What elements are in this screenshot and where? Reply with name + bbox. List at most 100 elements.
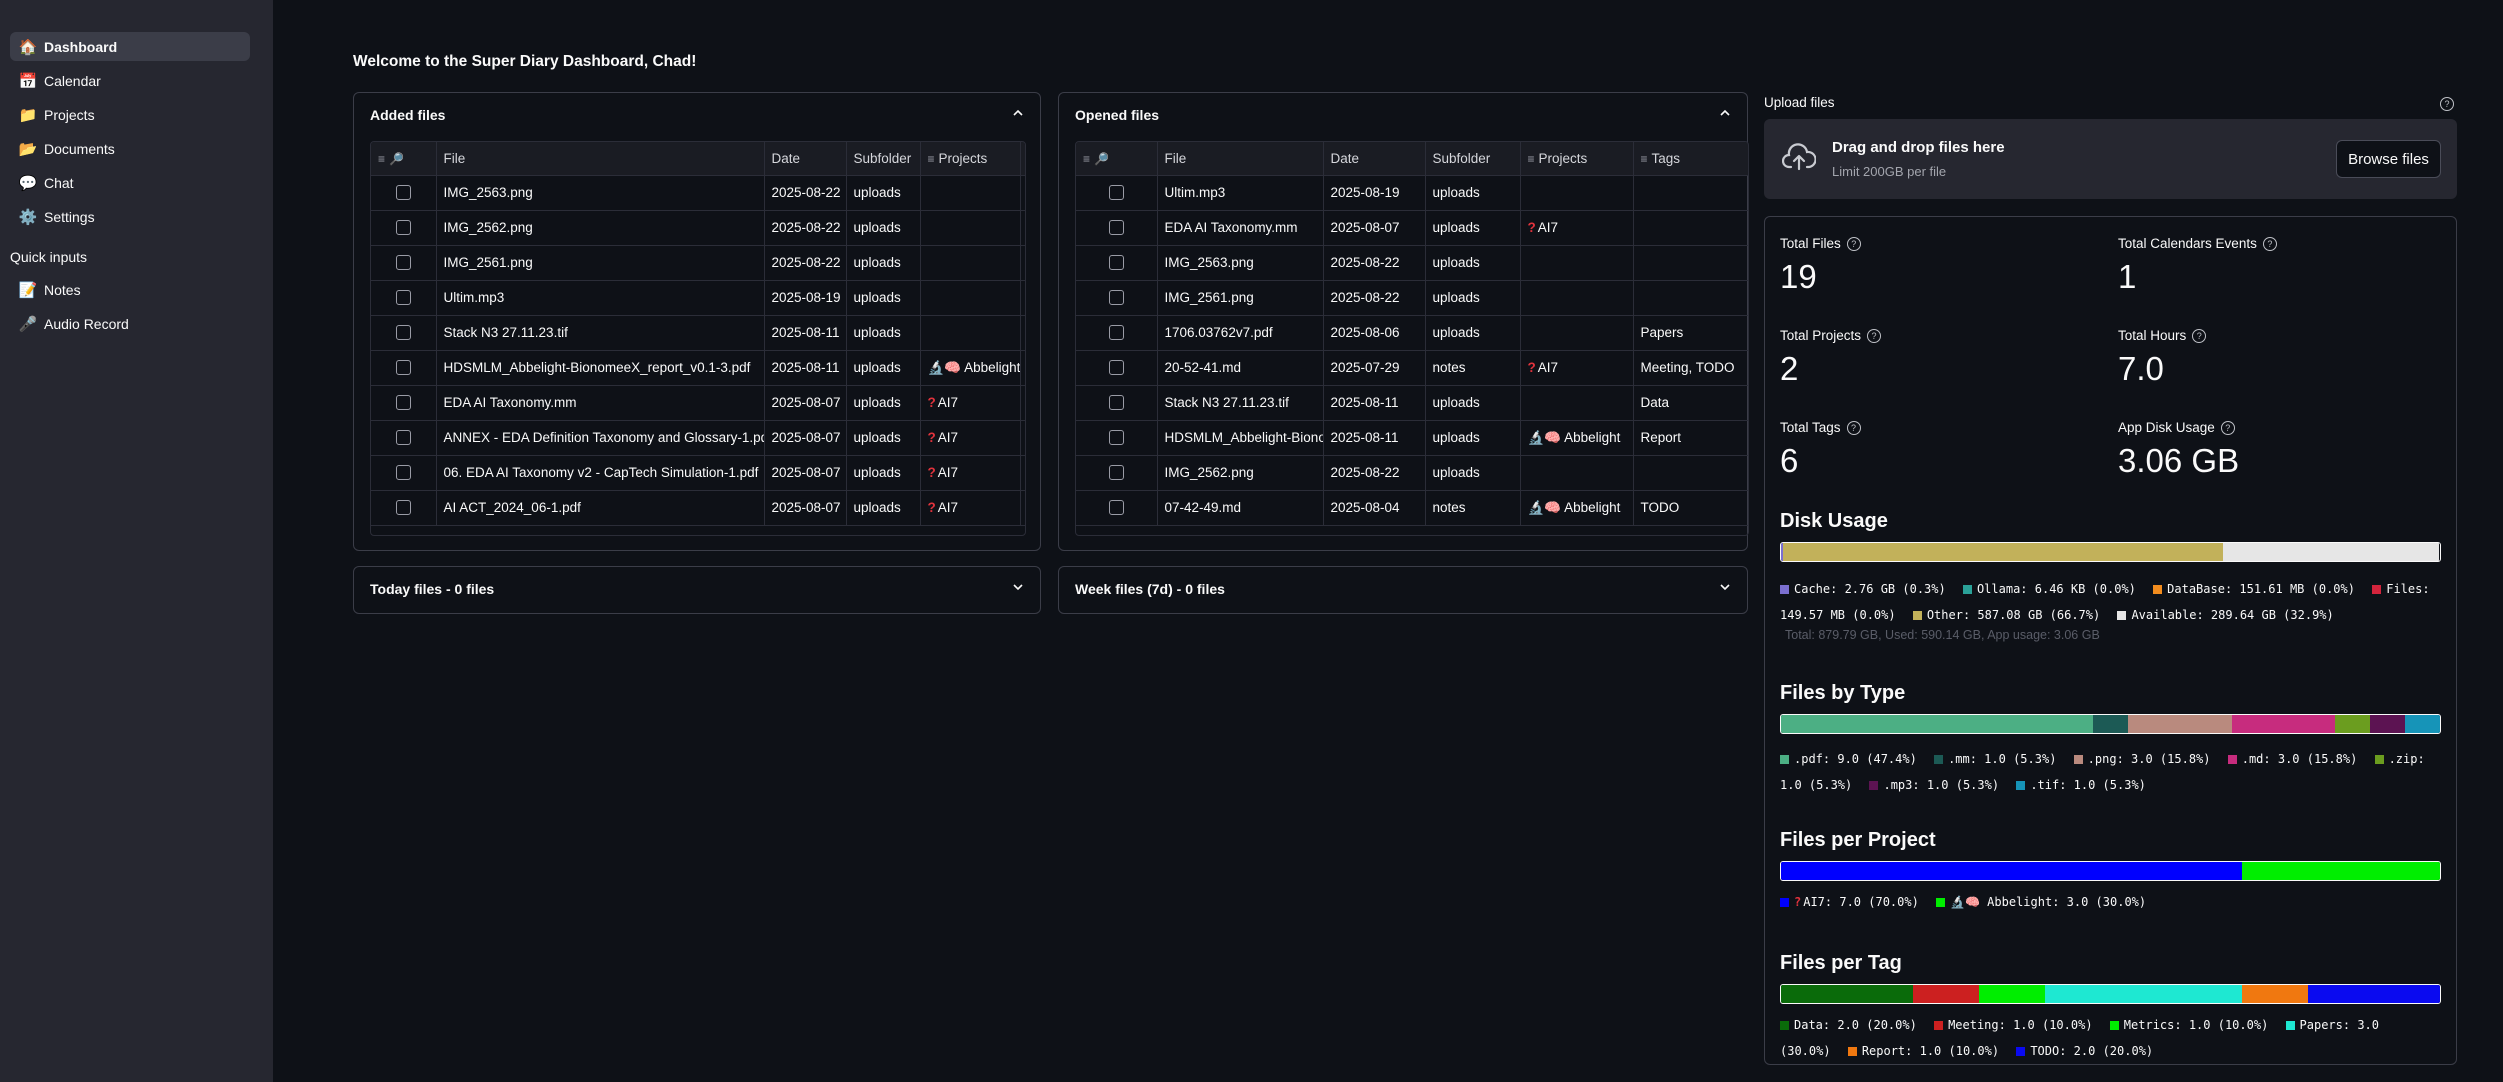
cell-file[interactable]: ANNEX - EDA Definition Taxonomy and Glos… bbox=[436, 420, 765, 456]
cell-date[interactable]: 2025-08-11 bbox=[764, 350, 847, 386]
row-checkbox[interactable] bbox=[1108, 325, 1124, 340]
cell-date[interactable]: 2025-08-22 bbox=[764, 175, 847, 211]
cell-file[interactable]: Ultim.mp3 bbox=[1157, 175, 1324, 211]
column-header-file[interactable]: File bbox=[436, 142, 765, 176]
row-select-cell[interactable] bbox=[371, 350, 437, 386]
column-header-projects[interactable]: ≡ Projects bbox=[1520, 142, 1634, 176]
cell-file[interactable]: 06. EDA AI Taxonomy v2 - CapTech Simulat… bbox=[436, 455, 765, 491]
cell-subfolder[interactable]: uploads bbox=[846, 315, 921, 351]
cell-tags[interactable]: TODO bbox=[1633, 490, 1748, 526]
cell-tags[interactable]: Meeting, TODO bbox=[1633, 350, 1748, 386]
cell-subfolder[interactable]: uploads bbox=[846, 350, 921, 386]
cell-file[interactable]: IMG_2563.png bbox=[436, 175, 765, 211]
cell-tags[interactable]: Papers bbox=[1633, 315, 1748, 351]
table-row[interactable]: IMG_2562.png 2025-08-22 uploads bbox=[1076, 455, 1748, 491]
cell-subfolder[interactable]: uploads bbox=[846, 385, 921, 421]
column-header-subfolder[interactable]: Subfolder bbox=[846, 142, 921, 176]
cell-file[interactable]: HDSMLM_Abbelight-BionomeeX_report_v0.1-3… bbox=[436, 350, 765, 386]
row-select-cell[interactable] bbox=[371, 210, 437, 246]
cell-date[interactable]: 2025-08-07 bbox=[764, 455, 847, 491]
cell-file[interactable]: IMG_2562.png bbox=[1157, 455, 1324, 491]
cell-projects[interactable] bbox=[1520, 175, 1634, 211]
column-header-tags[interactable]: ≡ Tags bbox=[1633, 142, 1748, 176]
column-menu-icon[interactable]: ≡ bbox=[378, 151, 386, 166]
row-checkbox[interactable] bbox=[1108, 220, 1124, 235]
table-row[interactable]: 07-42-49.md 2025-08-04 notes 🔬🧠 Abbelight TO… bbox=[1076, 490, 1748, 526]
cell-file[interactable]: Stack N3 27.11.23.tif bbox=[1157, 385, 1324, 421]
select-column-header[interactable]: ≡ 🔎 bbox=[371, 142, 437, 176]
help-icon[interactable]: ? bbox=[2220, 421, 2235, 436]
cell-projects[interactable]: ? AI7 bbox=[1520, 210, 1634, 246]
cell-file[interactable]: IMG_2561.png bbox=[436, 245, 765, 281]
cell-file[interactable]: Ultim.mp3 bbox=[436, 280, 765, 316]
week-files-panel[interactable]: Week files (7d) - 0 files bbox=[1058, 566, 1748, 614]
cell-date[interactable]: 2025-08-07 bbox=[764, 420, 847, 456]
cell-date[interactable]: 2025-08-06 bbox=[1323, 315, 1426, 351]
cell-subfolder[interactable]: uploads bbox=[1425, 210, 1521, 246]
cell-date[interactable]: 2025-08-07 bbox=[1323, 210, 1426, 246]
row-checkbox[interactable] bbox=[395, 500, 411, 515]
cell-tags[interactable] bbox=[1633, 455, 1748, 491]
cell-subfolder[interactable]: uploads bbox=[1425, 280, 1521, 316]
table-row[interactable]: HDSMLM_Abbelight-BionomeeX_report_v0.1-3… bbox=[371, 350, 1025, 386]
row-select-cell[interactable] bbox=[371, 280, 437, 316]
row-checkbox[interactable] bbox=[395, 430, 411, 445]
cell-subfolder[interactable]: notes bbox=[1425, 490, 1521, 526]
table-row[interactable]: Ultim.mp3 2025-08-19 uploads bbox=[1076, 175, 1748, 211]
table-row[interactable]: 1706.03762v7.pdf 2025-08-06 uploads Papers bbox=[1076, 315, 1748, 351]
row-select-cell[interactable] bbox=[1076, 245, 1158, 281]
table-row[interactable]: 20-52-41.md 2025-07-29 notes? AI7 Meeting, T… bbox=[1076, 350, 1748, 386]
column-header-subfolder[interactable]: Subfolder bbox=[1425, 142, 1521, 176]
cell-subfolder[interactable]: uploads bbox=[1425, 385, 1521, 421]
cell-tags[interactable] bbox=[1633, 280, 1748, 316]
cell-date[interactable]: 2025-08-11 bbox=[1323, 420, 1426, 456]
row-select-cell[interactable] bbox=[1076, 490, 1158, 526]
cell-tags[interactable] bbox=[1633, 245, 1748, 281]
row-select-cell[interactable] bbox=[1076, 350, 1158, 386]
cell-date[interactable]: 2025-08-19 bbox=[764, 280, 847, 316]
table-row[interactable]: ANNEX - EDA Definition Taxonomy and Glos… bbox=[371, 420, 1025, 456]
cell-projects[interactable]: ? AI7 bbox=[920, 385, 1021, 421]
row-checkbox[interactable] bbox=[1108, 395, 1124, 410]
cell-projects[interactable] bbox=[920, 175, 1021, 211]
table-row[interactable]: IMG_2563.png 2025-08-22 uploads bbox=[371, 175, 1025, 211]
cell-subfolder[interactable]: uploads bbox=[1425, 245, 1521, 281]
cell-subfolder[interactable]: notes bbox=[1425, 350, 1521, 386]
cell-projects[interactable] bbox=[1520, 385, 1634, 421]
cell-date[interactable]: 2025-08-19 bbox=[1323, 175, 1426, 211]
today-files-panel[interactable]: Today files - 0 files bbox=[353, 566, 1041, 614]
row-checkbox[interactable] bbox=[395, 290, 411, 305]
cell-projects[interactable] bbox=[1520, 315, 1634, 351]
help-icon[interactable]: ? bbox=[2440, 95, 2454, 112]
cell-subfolder[interactable]: uploads bbox=[1425, 175, 1521, 211]
column-header-file[interactable]: File bbox=[1157, 142, 1324, 176]
cell-tags[interactable]: Report bbox=[1633, 420, 1748, 456]
column-header-date[interactable]: Date bbox=[764, 142, 847, 176]
column-header-date[interactable]: Date bbox=[1323, 142, 1426, 176]
row-checkbox[interactable] bbox=[1108, 500, 1124, 515]
cell-projects[interactable] bbox=[1520, 455, 1634, 491]
column-header-projects[interactable]: ≡ Projects bbox=[920, 142, 1021, 176]
cell-projects[interactable] bbox=[1520, 280, 1634, 316]
row-select-cell[interactable] bbox=[1076, 315, 1158, 351]
row-checkbox[interactable] bbox=[1108, 255, 1124, 270]
opened-files-table[interactable]: ≡ 🔎 File Date Subfolder ≡ Projects ≡ Tags Ultim.… bbox=[1075, 141, 1749, 536]
row-checkbox[interactable] bbox=[1108, 430, 1124, 445]
cell-file[interactable]: IMG_2562.png bbox=[436, 210, 765, 246]
cell-date[interactable]: 2025-08-07 bbox=[764, 385, 847, 421]
sidebar-item-dashboard[interactable]: 🏠 Dashboard bbox=[10, 32, 250, 61]
search-icon[interactable]: 🔎 bbox=[389, 151, 404, 166]
cell-file[interactable]: EDA AI Taxonomy.mm bbox=[436, 385, 765, 421]
sidebar-item-notes[interactable]: 📝 Notes bbox=[10, 275, 250, 304]
table-row[interactable]: 06. EDA AI Taxonomy v2 - CapTech Simulat… bbox=[371, 455, 1025, 491]
cell-subfolder[interactable]: uploads bbox=[846, 245, 921, 281]
row-checkbox[interactable] bbox=[395, 220, 411, 235]
cell-date[interactable]: 2025-08-04 bbox=[1323, 490, 1426, 526]
row-checkbox[interactable] bbox=[395, 325, 411, 340]
cell-file[interactable]: 20-52-41.md bbox=[1157, 350, 1324, 386]
cell-projects[interactable]: ? AI7 bbox=[920, 455, 1021, 491]
help-icon[interactable]: ? bbox=[1846, 237, 1861, 252]
chevron-down-icon[interactable] bbox=[1719, 581, 1731, 593]
row-checkbox[interactable] bbox=[1108, 360, 1124, 375]
cell-file[interactable]: IMG_2561.png bbox=[1157, 280, 1324, 316]
